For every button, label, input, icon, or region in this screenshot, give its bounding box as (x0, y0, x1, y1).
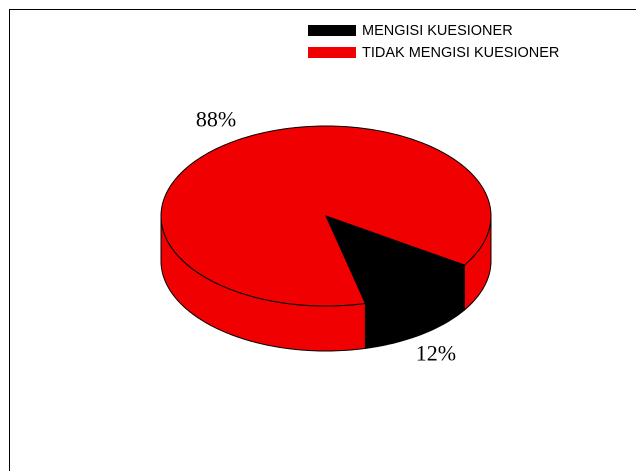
legend-label: TIDAK MENGISI KUESIONER (362, 45, 559, 61)
data-label: 88% (196, 107, 236, 132)
pie-slice (160, 125, 492, 307)
legend-label: MENGISI KUESIONER (362, 23, 513, 39)
data-label: 12% (416, 340, 456, 365)
legend-swatch (308, 25, 356, 36)
pie-slice (325, 215, 466, 304)
legend-swatch (308, 47, 356, 58)
